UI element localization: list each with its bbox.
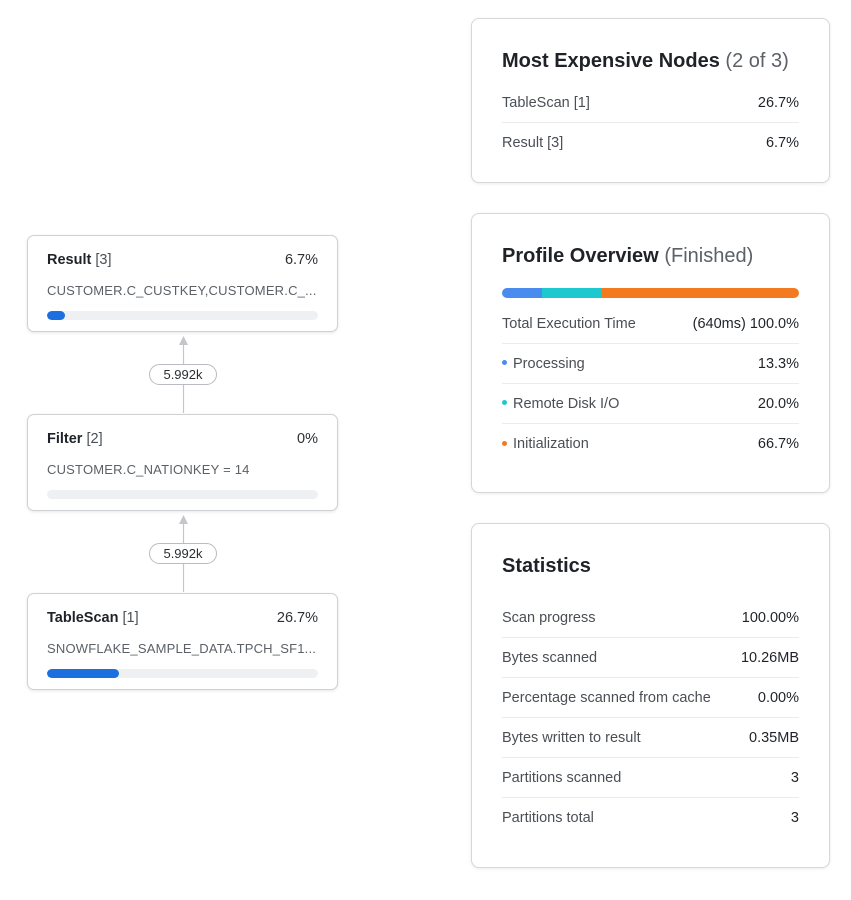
legend-dot [502,400,507,406]
statistics-row: Bytes written to result 0.35MB [502,718,799,758]
card-subtitle: (2 of 3) [725,50,789,72]
overview-label-wrap: Processing [502,356,585,372]
operator-node-header: TableScan [1] 26.7% [47,610,318,626]
statistics-list: Scan progress 100.00% Bytes scanned 10.2… [502,598,799,838]
operator-name: Filter [47,431,83,447]
operator-index: [1] [122,610,139,626]
operator-progress-bar [47,669,318,678]
operator-node-filter[interactable]: Filter [2] 0% CUSTOMER.C_NATIONKEY = 14 [27,414,338,511]
overview-value: 13.3% [757,355,799,372]
card-title: Statistics [502,555,591,578]
statistics-label: Bytes scanned [502,649,598,666]
statistics-value: 0.00% [757,689,799,706]
operator-progress-fill [47,311,66,320]
operator-node-title: Filter [2] [47,431,103,447]
operator-detail: SNOWFLAKE_SAMPLE_DATA.TPCH_SF1... [47,641,317,656]
legend-dot [502,360,507,366]
operator-percent: 6.7% [284,252,318,268]
operator-node-header: Result [3] 6.7% [47,252,318,268]
operator-progress-fill [47,669,120,678]
statistics-label: Bytes written to result [502,729,641,746]
card-title-text: Profile Overview [502,245,659,267]
operator-node-result[interactable]: Result [3] 6.7% CUSTOMER.C_CUSTKEY,CUSTO… [27,235,338,332]
operator-percent: 26.7% [276,610,318,626]
statistics-row: Scan progress 100.00% [502,598,799,638]
operator-progress-bar [47,490,318,499]
overview-label: Processing [513,355,585,372]
statistics-label: Percentage scanned from cache [502,689,711,706]
operator-index: [2] [86,431,103,447]
overview-row-initialization: Initialization 66.7% [502,424,799,464]
total-execution-label: Total Execution Time [502,315,636,332]
operator-progress-bar [47,311,318,320]
expensive-node-row[interactable]: Result [3] 6.7% [502,123,799,163]
most-expensive-nodes-card: Most Expensive Nodes (2 of 3) TableScan … [471,18,830,183]
statistics-value: 100.00% [741,609,799,626]
operator-detail: CUSTOMER.C_NATIONKEY = 14 [47,462,250,477]
statistics-value: 10.26MB [740,649,799,666]
edge-row-count[interactable]: 5.992k [149,364,217,385]
expensive-node-label: TableScan [1] [502,94,590,111]
operator-name: Result [47,252,92,268]
execution-time-stacked-bar [502,288,799,298]
overview-label-wrap: Initialization [502,436,589,452]
expensive-node-label: Result [3] [502,135,564,151]
overview-row-processing: Processing 13.3% [502,344,799,384]
statistics-card: Statistics Scan progress 100.00% Bytes s… [471,523,830,868]
card-title-text: Most Expensive Nodes [502,50,720,72]
expensive-nodes-list: TableScan [1] 26.7% Result [3] 6.7% [502,83,799,163]
stack-segment-remote-disk-io [541,288,601,298]
operator-detail: CUSTOMER.C_CUSTKEY,CUSTOMER.C_... [47,283,317,298]
statistics-label: Partitions scanned [502,769,622,786]
operator-node-title: TableScan [1] [47,610,139,626]
statistics-row: Partitions total 3 [502,798,799,838]
statistics-value: 3 [790,769,799,786]
overview-row-remote-disk-io: Remote Disk I/O 20.0% [502,384,799,424]
total-execution-value: (640ms) 100.0% [692,315,799,332]
expensive-node-row[interactable]: TableScan [1] 26.7% [502,83,799,123]
edge-row-count[interactable]: 5.992k [149,543,217,564]
profile-overview-list: Total Execution Time (640ms) 100.0% Proc… [502,304,799,464]
stack-segment-processing [502,288,542,298]
profile-overview-card: Profile Overview (Finished) Total Execut… [471,213,830,493]
operator-name: TableScan [47,610,119,626]
expensive-node-value: 6.7% [765,135,799,151]
operator-node-tablescan[interactable]: TableScan [1] 26.7% SNOWFLAKE_SAMPLE_DAT… [27,593,338,690]
overview-label-wrap: Remote Disk I/O [502,396,619,412]
total-execution-row: Total Execution Time (640ms) 100.0% [502,304,799,344]
statistics-row: Bytes scanned 10.26MB [502,638,799,678]
statistics-value: 3 [790,810,799,826]
statistics-label: Partitions total [502,810,594,826]
statistics-row: Partitions scanned 3 [502,758,799,798]
stack-segment-initialization [600,288,799,298]
operator-node-title: Result [3] [47,252,111,268]
overview-value: 20.0% [757,395,799,412]
overview-label: Initialization [513,436,589,452]
overview-value: 66.7% [757,436,799,452]
legend-dot [502,440,507,446]
statistics-label: Scan progress [502,609,596,626]
statistics-value: 0.35MB [749,729,799,746]
card-title: Most Expensive Nodes (2 of 3) [502,50,789,73]
operator-percent: 0% [297,431,318,447]
overview-label: Remote Disk I/O [513,395,620,412]
expensive-node-value: 26.7% [757,94,799,111]
statistics-row: Percentage scanned from cache 0.00% [502,678,799,718]
card-title: Profile Overview (Finished) [502,245,753,268]
operator-node-header: Filter [2] 0% [47,431,318,447]
operator-index: [3] [95,252,112,268]
card-subtitle: (Finished) [664,245,754,267]
card-title-text: Statistics [502,555,591,577]
